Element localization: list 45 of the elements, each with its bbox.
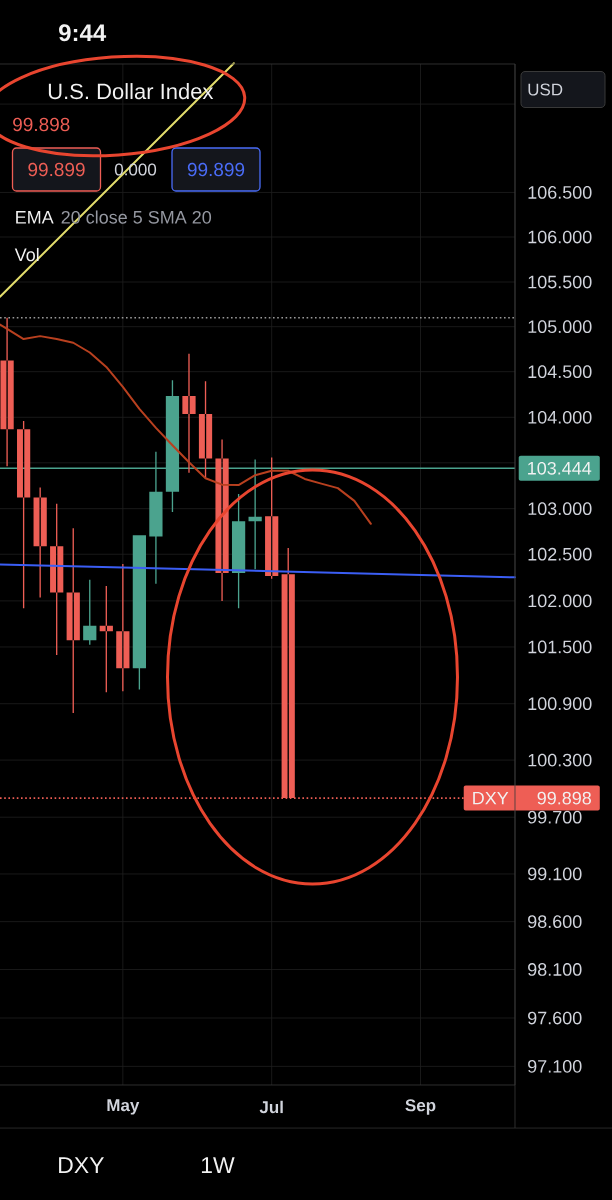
y-tick-label: 100.900: [528, 697, 592, 711]
candlestick: [215, 439, 229, 601]
x-tick-label: May: [107, 1099, 140, 1115]
y-tick-label: 98.600: [528, 915, 582, 928]
candlestick: [116, 564, 130, 692]
y-tick-label: 106.000: [528, 230, 592, 244]
y-tick-label: 98.100: [528, 963, 582, 976]
ref-line-label: 103.444: [528, 461, 592, 475]
candlestick: [50, 503, 64, 655]
text: DXY: [59, 1157, 104, 1173]
y-tick-label: 99.700: [528, 810, 582, 824]
x-tick-label: Sep: [405, 1099, 436, 1115]
y-tick-label: 97.100: [528, 1059, 582, 1073]
y-tick-label: 102.000: [528, 594, 592, 608]
candlestick: [198, 381, 213, 479]
y-tick-label: 101.500: [528, 640, 592, 654]
annotation: EMA: [16, 211, 54, 224]
candlestick: [265, 457, 279, 579]
y-tick-label: 104.500: [528, 365, 592, 379]
y-tick-label: 100.300: [528, 753, 592, 767]
y-tick-label: 105.500: [528, 275, 592, 289]
y-tick-label: 104.000: [528, 410, 592, 424]
y-tick-label: 102.500: [528, 547, 592, 561]
candlestick: [99, 586, 113, 693]
candlestick: [33, 487, 47, 598]
x-tick-label: Jul: [259, 1100, 283, 1114]
y-tick-label: 99.100: [528, 867, 582, 881]
y-tick-label: 105.000: [528, 320, 592, 334]
text: 1W: [201, 1157, 235, 1173]
text: 9:44: [59, 24, 107, 42]
line-series: [0, 323, 372, 525]
y-tick-label: 106.500: [528, 186, 592, 199]
ref-line-label: DXY 99.898: [473, 791, 591, 805]
candlestick: [66, 528, 80, 713]
candlestick: [17, 420, 31, 609]
y-tick-label: 97.600: [528, 1011, 582, 1025]
annotation: Vol: [14, 247, 39, 262]
candlestick: [0, 317, 14, 467]
text: USD: [528, 83, 563, 96]
annotation: 99.899: [28, 162, 85, 177]
candlestick: [182, 353, 196, 473]
y-tick-label: 103.000: [528, 502, 592, 516]
text: 99.898: [13, 117, 70, 132]
annotation: 20 close 5 SMA 20: [61, 210, 212, 224]
annotation: 99.899: [187, 162, 245, 177]
